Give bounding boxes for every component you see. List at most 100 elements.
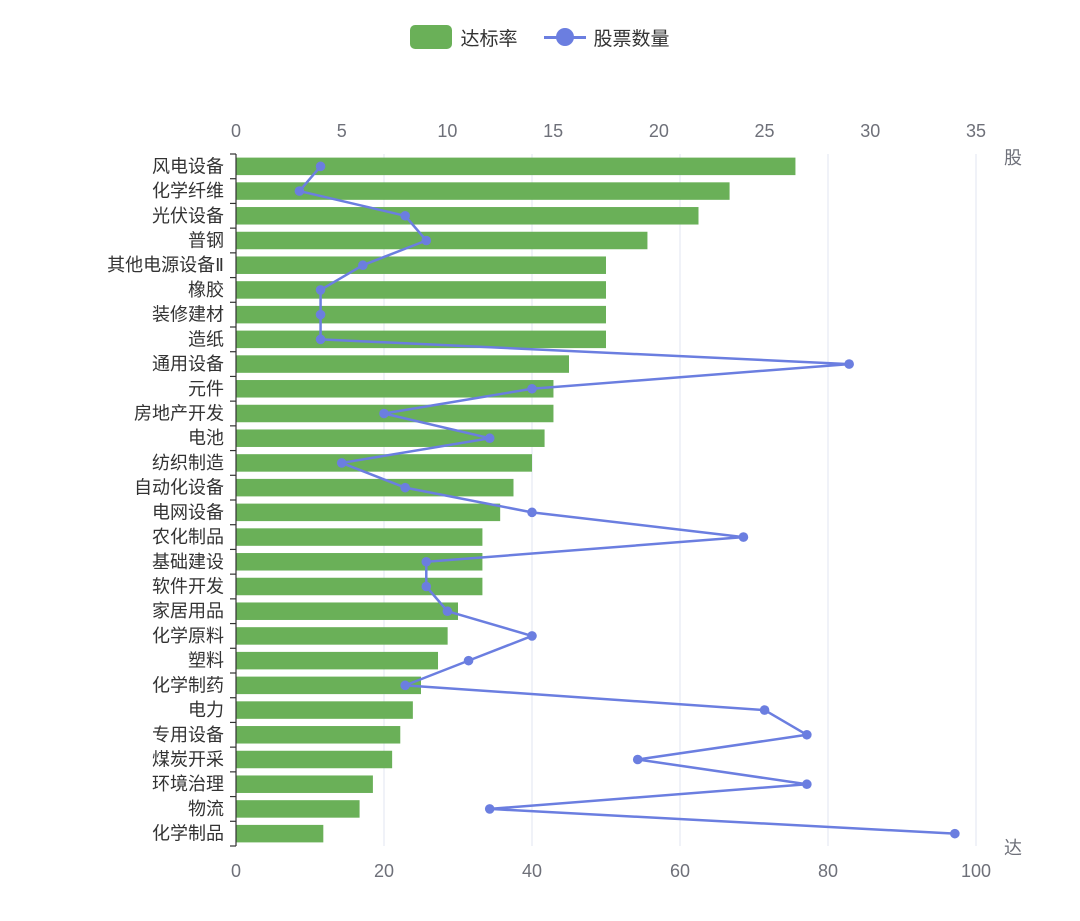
category-label: 自动化设备: [134, 478, 224, 498]
bar-26: [236, 800, 360, 818]
line-series-path: [298, 165, 955, 835]
bar-21: [236, 676, 421, 695]
bar-25: [236, 775, 373, 793]
category-label: 光伏设备: [152, 206, 224, 226]
category-label: 通用设备: [152, 354, 224, 374]
x-top-tick-label: 20: [649, 121, 669, 141]
line-point-17: [421, 581, 432, 592]
line-point-13: [400, 482, 410, 493]
bar-19: [236, 627, 448, 645]
x-top-tick-label: 30: [860, 121, 880, 141]
line-point-19: [527, 631, 537, 641]
line-point-0: [315, 161, 326, 172]
line-point-24: [632, 754, 643, 765]
bar-27: [236, 824, 324, 843]
bar-8: [236, 355, 569, 373]
line-point-9: [527, 383, 537, 394]
category-label: 化学纤维: [152, 181, 224, 201]
bar-11: [236, 429, 545, 447]
category-label: 环境治理: [152, 774, 224, 794]
legend-item-bar[interactable]: 达标率: [410, 24, 518, 51]
category-label: 元件: [188, 379, 224, 399]
bar-6: [236, 305, 606, 324]
legend-line-swatch: [543, 25, 586, 49]
bar-20: [236, 651, 439, 670]
category-label: 塑料: [188, 651, 224, 671]
bar-23: [236, 726, 401, 744]
legend-item-line[interactable]: 股票数量: [543, 24, 670, 51]
line-point-12: [336, 458, 347, 468]
bar-4: [236, 256, 606, 274]
x-top-tick-label: 0: [231, 121, 241, 141]
line-point-1: [294, 186, 305, 196]
category-label: 家居用品: [152, 601, 224, 621]
bar-22: [236, 701, 413, 719]
x-bottom-tick-label: 80: [818, 861, 838, 881]
x-top-tick-label: 25: [755, 121, 775, 141]
line-point-26: [484, 804, 495, 814]
category-label: 物流: [188, 799, 224, 819]
bar-10: [236, 404, 554, 423]
line-point-18: [442, 606, 453, 617]
bar-24: [236, 750, 393, 769]
bar-13: [236, 478, 514, 497]
bar-7: [236, 330, 606, 349]
category-label: 专用设备: [152, 725, 224, 745]
line-point-8: [844, 359, 854, 369]
bar-0: [236, 157, 796, 176]
line-point-22: [759, 705, 770, 715]
line-point-5: [315, 285, 326, 295]
bar-2: [236, 207, 699, 225]
category-label: 软件开发: [152, 577, 224, 597]
bar-18: [236, 602, 458, 620]
x-bottom-tick-label: 100: [961, 861, 991, 881]
bar-15: [236, 528, 483, 546]
line-point-16: [421, 556, 432, 567]
line-point-14: [527, 507, 537, 518]
category-label: 风电设备: [152, 156, 224, 176]
line-point-27: [950, 828, 960, 839]
x-top-tick-label: 10: [437, 121, 457, 141]
category-label: 纺织制造: [152, 453, 224, 473]
bar-17: [236, 577, 483, 596]
x-top-tick-label: 15: [543, 121, 563, 141]
line-point-7: [315, 334, 326, 345]
x-bottom-tick-label: 40: [522, 861, 542, 881]
legend-line-label: 股票数量: [593, 28, 670, 50]
line-point-4: [358, 260, 368, 271]
line-point-10: [379, 408, 389, 419]
x-bottom-tick-label: 60: [670, 861, 690, 881]
x-top-tick-label: 35: [966, 121, 986, 141]
line-point-25: [802, 779, 812, 790]
category-label: 农化制品: [152, 527, 224, 547]
x-top-tick-label: 5: [337, 121, 347, 141]
bar-14: [236, 503, 501, 522]
category-label: 造纸: [188, 329, 224, 349]
category-label: 煤炭开采: [152, 750, 224, 770]
category-label: 装修建材: [152, 305, 224, 325]
category-label: 化学制药: [152, 675, 224, 695]
category-label: 房地产开发: [134, 404, 224, 424]
legend-bar-swatch: [410, 25, 453, 49]
line-point-23: [802, 729, 812, 740]
line-point-20: [463, 655, 474, 666]
bar-5: [236, 281, 606, 299]
category-label: 普钢: [188, 231, 224, 251]
category-label: 化学制品: [152, 824, 224, 844]
legend-bar-label: 达标率: [460, 28, 518, 50]
category-label: 化学原料: [152, 626, 224, 646]
bar-16: [236, 553, 483, 571]
line-point-2: [400, 210, 410, 221]
x-top-axis-name: 股: [1004, 148, 1022, 168]
category-label: 电力: [188, 700, 224, 720]
line-point-3: [421, 235, 432, 246]
category-label: 橡胶: [188, 280, 224, 300]
category-label: 电池: [188, 428, 224, 448]
bar-3: [236, 231, 648, 250]
line-point-21: [400, 680, 410, 691]
x-bottom-tick-label: 0: [231, 861, 241, 881]
x-bottom-tick-label: 20: [374, 861, 394, 881]
bar-12: [236, 454, 532, 472]
category-label: 其他电源设备Ⅱ: [107, 255, 224, 275]
